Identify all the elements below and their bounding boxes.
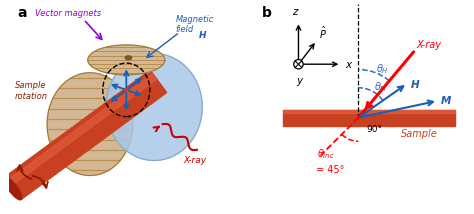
Text: $\hat{P}$: $\hat{P}$: [319, 24, 327, 41]
Text: $\theta_H$: $\theta_H$: [376, 62, 389, 76]
Text: z: z: [292, 7, 298, 17]
Text: H: H: [199, 31, 207, 40]
Text: $\theta_M$: $\theta_M$: [374, 80, 388, 94]
Text: Magnetic
field: Magnetic field: [175, 15, 214, 34]
Text: b: b: [262, 6, 272, 20]
Bar: [283, 110, 455, 113]
Bar: [283, 110, 455, 126]
Polygon shape: [7, 73, 157, 186]
Text: Sample
rotation: Sample rotation: [15, 81, 48, 101]
Polygon shape: [5, 70, 167, 199]
Ellipse shape: [4, 177, 22, 200]
Text: 90°: 90°: [366, 125, 382, 134]
Text: = 45°: = 45°: [316, 165, 345, 175]
Text: X-ray: X-ray: [417, 40, 442, 50]
Circle shape: [294, 59, 303, 69]
Text: y: y: [296, 76, 302, 86]
Text: $\theta_{inc}$: $\theta_{inc}$: [318, 148, 335, 161]
Ellipse shape: [125, 56, 132, 60]
Text: Sample: Sample: [401, 129, 438, 139]
Ellipse shape: [47, 73, 133, 175]
Text: X-ray: X-ray: [183, 156, 206, 165]
Text: x: x: [346, 60, 352, 70]
Ellipse shape: [106, 54, 202, 160]
Ellipse shape: [88, 45, 165, 75]
Text: a: a: [17, 6, 27, 20]
Text: M: M: [441, 96, 452, 106]
Text: Vector magnets: Vector magnets: [36, 9, 101, 18]
Text: H: H: [410, 80, 419, 91]
